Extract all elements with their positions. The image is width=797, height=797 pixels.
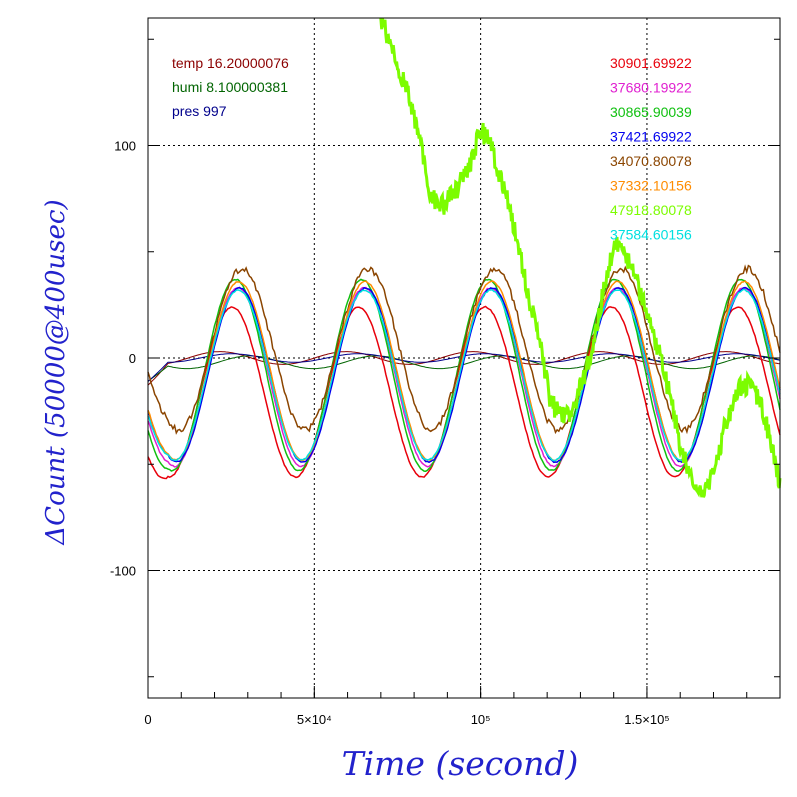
series-legend-item: 37680.19922 [610, 80, 692, 96]
x-tick-label: 1.5×10⁵ [624, 712, 670, 727]
env-legend-item: temp 16.20000076 [172, 55, 289, 71]
series-legend-item: 34070.80078 [610, 153, 692, 169]
y-tick-label: -100 [110, 564, 136, 579]
series-legend-item: 37332.10156 [610, 178, 692, 194]
env-legend-item: pres 997 [172, 103, 227, 119]
series-legend-item: 47918.80078 [610, 202, 692, 218]
series-line-5 [148, 281, 780, 461]
y-tick-label: 0 [129, 351, 136, 366]
series-line-2 [148, 279, 780, 471]
chart: 0 5×10⁴ 10⁵ 1.5×10⁵ 100 0 -100 temp 16.2000007… [0, 0, 797, 797]
x-tick-label: 0 [144, 712, 151, 727]
series-legend: 30901.69922 37680.19922 30865.90039 37421.6… [610, 55, 692, 243]
x-axis-label: Time (second) [342, 744, 579, 783]
environment-legend: temp 16.20000076 humi 8.100000381 pres 997 [172, 55, 289, 119]
x-tick-label: 5×10⁴ [297, 712, 332, 727]
series-legend-item: 30865.90039 [610, 104, 692, 120]
series-legend-item: 37421.69922 [610, 129, 692, 145]
series-line-1 [148, 288, 780, 467]
series-line-7 [148, 289, 780, 460]
env-legend-item: humi 8.100000381 [172, 79, 288, 95]
series-legend-item: 37584.60156 [610, 227, 692, 243]
x-tick-label: 10⁵ [471, 712, 491, 727]
series-legend-item: 30901.69922 [610, 55, 692, 71]
y-axis-label: ΔCount (50000@400usec) [41, 199, 71, 545]
y-tick-label: 100 [114, 139, 136, 154]
series-line-3 [148, 288, 780, 463]
